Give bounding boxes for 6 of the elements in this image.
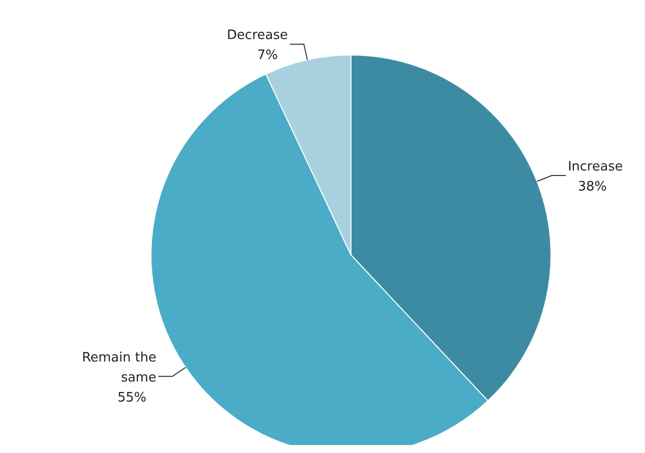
data-label: 55% [117,390,146,406]
slice-label: Increase [568,159,623,174]
data-label: 38% [578,179,607,194]
data-label: 7% [257,48,278,64]
slice-label: Decrease [226,28,288,44]
slice-label: Remain the same [82,350,156,386]
